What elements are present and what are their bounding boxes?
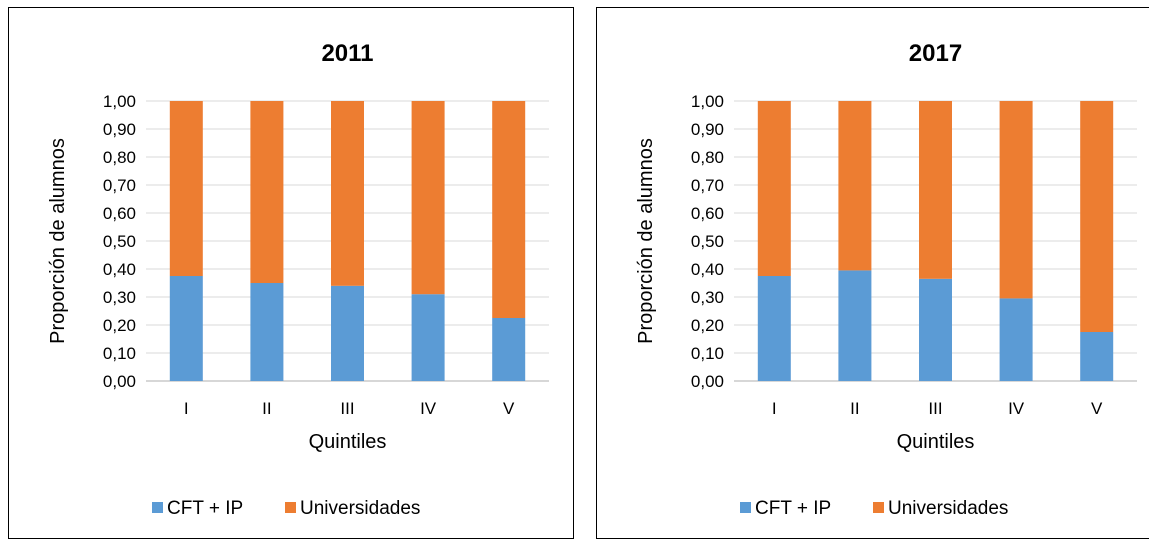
stacked-bar-chart-2017: 2017 0,00 0,10 0,20 0,30 0,40 0,50 0,60 0,70 0,80… xyxy=(635,40,1137,519)
chart-title: 2011 xyxy=(321,40,373,67)
y-tick-label: 1,00 xyxy=(691,92,724,111)
y-axis-title: Proporción de alumnos xyxy=(47,138,69,344)
legend-label-cft-ip: CFT + IP xyxy=(755,498,831,519)
bar-universidades xyxy=(838,101,872,271)
x-axis-title: Quintiles xyxy=(309,431,387,453)
bar-cft-ip xyxy=(919,278,952,381)
bar-cft-ip xyxy=(757,276,791,381)
bar-cft-ip xyxy=(411,294,445,381)
x-tick-label: IV xyxy=(420,399,437,418)
bar-universidades xyxy=(331,101,364,286)
legend-swatch-universidades xyxy=(285,502,296,513)
x-tick-label: V xyxy=(1091,399,1103,418)
y-tick-label: 0,00 xyxy=(103,372,136,391)
bar-universidades xyxy=(492,101,526,318)
y-tick-label: 0,80 xyxy=(103,148,136,167)
y-tick-label: 0,00 xyxy=(691,372,724,391)
x-tick-label: I xyxy=(184,399,189,418)
bar-cft-ip xyxy=(838,270,872,381)
x-tick-label: III xyxy=(340,399,354,418)
bar-universidades xyxy=(999,101,1033,299)
y-axis-title: Proporción de alumnos xyxy=(635,138,657,344)
legend-label-universidades: Universidades xyxy=(888,498,1008,519)
y-tick-label: 0,50 xyxy=(691,232,724,251)
y-tick-label: 0,80 xyxy=(691,148,724,167)
y-tick-label: 0,20 xyxy=(691,316,724,335)
bar-universidades xyxy=(919,101,952,279)
y-tick-label: 0,30 xyxy=(103,288,136,307)
x-tick-label: I xyxy=(772,399,777,418)
bar-universidades xyxy=(757,101,791,276)
chart-panel-2017: 2017 0,00 0,10 0,20 0,30 0,40 0,50 0,60 0,70 0,80… xyxy=(596,7,1149,539)
bar-cft-ip xyxy=(169,276,203,381)
legend-label-cft-ip: CFT + IP xyxy=(167,498,243,519)
chart-title: 2017 xyxy=(909,40,962,67)
x-tick-label: IV xyxy=(1008,399,1025,418)
x-tick-label: II xyxy=(262,399,271,418)
x-axis-title: Quintiles xyxy=(897,431,975,453)
bar-universidades xyxy=(411,101,445,295)
bar-cft-ip xyxy=(331,285,364,381)
bar-cft-ip xyxy=(999,298,1033,381)
bar-universidades xyxy=(250,101,284,283)
legend-label-universidades: Universidades xyxy=(300,498,420,519)
y-tick-label: 0,70 xyxy=(103,176,136,195)
y-tick-label: 0,90 xyxy=(691,120,724,139)
y-tick-label: 0,40 xyxy=(103,260,136,279)
y-tick-label: 0,40 xyxy=(691,260,724,279)
bar-cft-ip xyxy=(250,283,284,381)
legend-swatch-cft-ip xyxy=(152,502,163,513)
y-tick-label: 1,00 xyxy=(103,92,136,111)
y-tick-label: 0,70 xyxy=(691,176,724,195)
bar-universidades xyxy=(169,101,203,276)
y-tick-label: 0,90 xyxy=(103,120,136,139)
y-tick-label: 0,20 xyxy=(103,316,136,335)
stacked-bar-chart-2011: 2011 0,00 0,10 0,20 0,30 0,40 0,50 0,60 0,70 0,80… xyxy=(47,40,549,519)
y-tick-label: 0,10 xyxy=(103,344,136,363)
y-tick-label: 0,30 xyxy=(691,288,724,307)
y-tick-label: 0,50 xyxy=(103,232,136,251)
x-tick-label: V xyxy=(503,399,515,418)
bar-cft-ip xyxy=(492,318,526,381)
y-tick-label: 0,60 xyxy=(691,204,724,223)
legend-swatch-universidades xyxy=(873,502,884,513)
y-tick-label: 0,60 xyxy=(103,204,136,223)
chart-panel-2011: 2011 0,00 0,10 0,20 0,30 0,40 0,50 0,60 0,70 0,80… xyxy=(8,7,574,539)
bar-cft-ip xyxy=(1080,332,1114,381)
bar-universidades xyxy=(1080,101,1114,332)
x-tick-label: II xyxy=(850,399,859,418)
legend-swatch-cft-ip xyxy=(740,502,751,513)
y-tick-label: 0,10 xyxy=(691,344,724,363)
x-tick-label: III xyxy=(928,399,942,418)
